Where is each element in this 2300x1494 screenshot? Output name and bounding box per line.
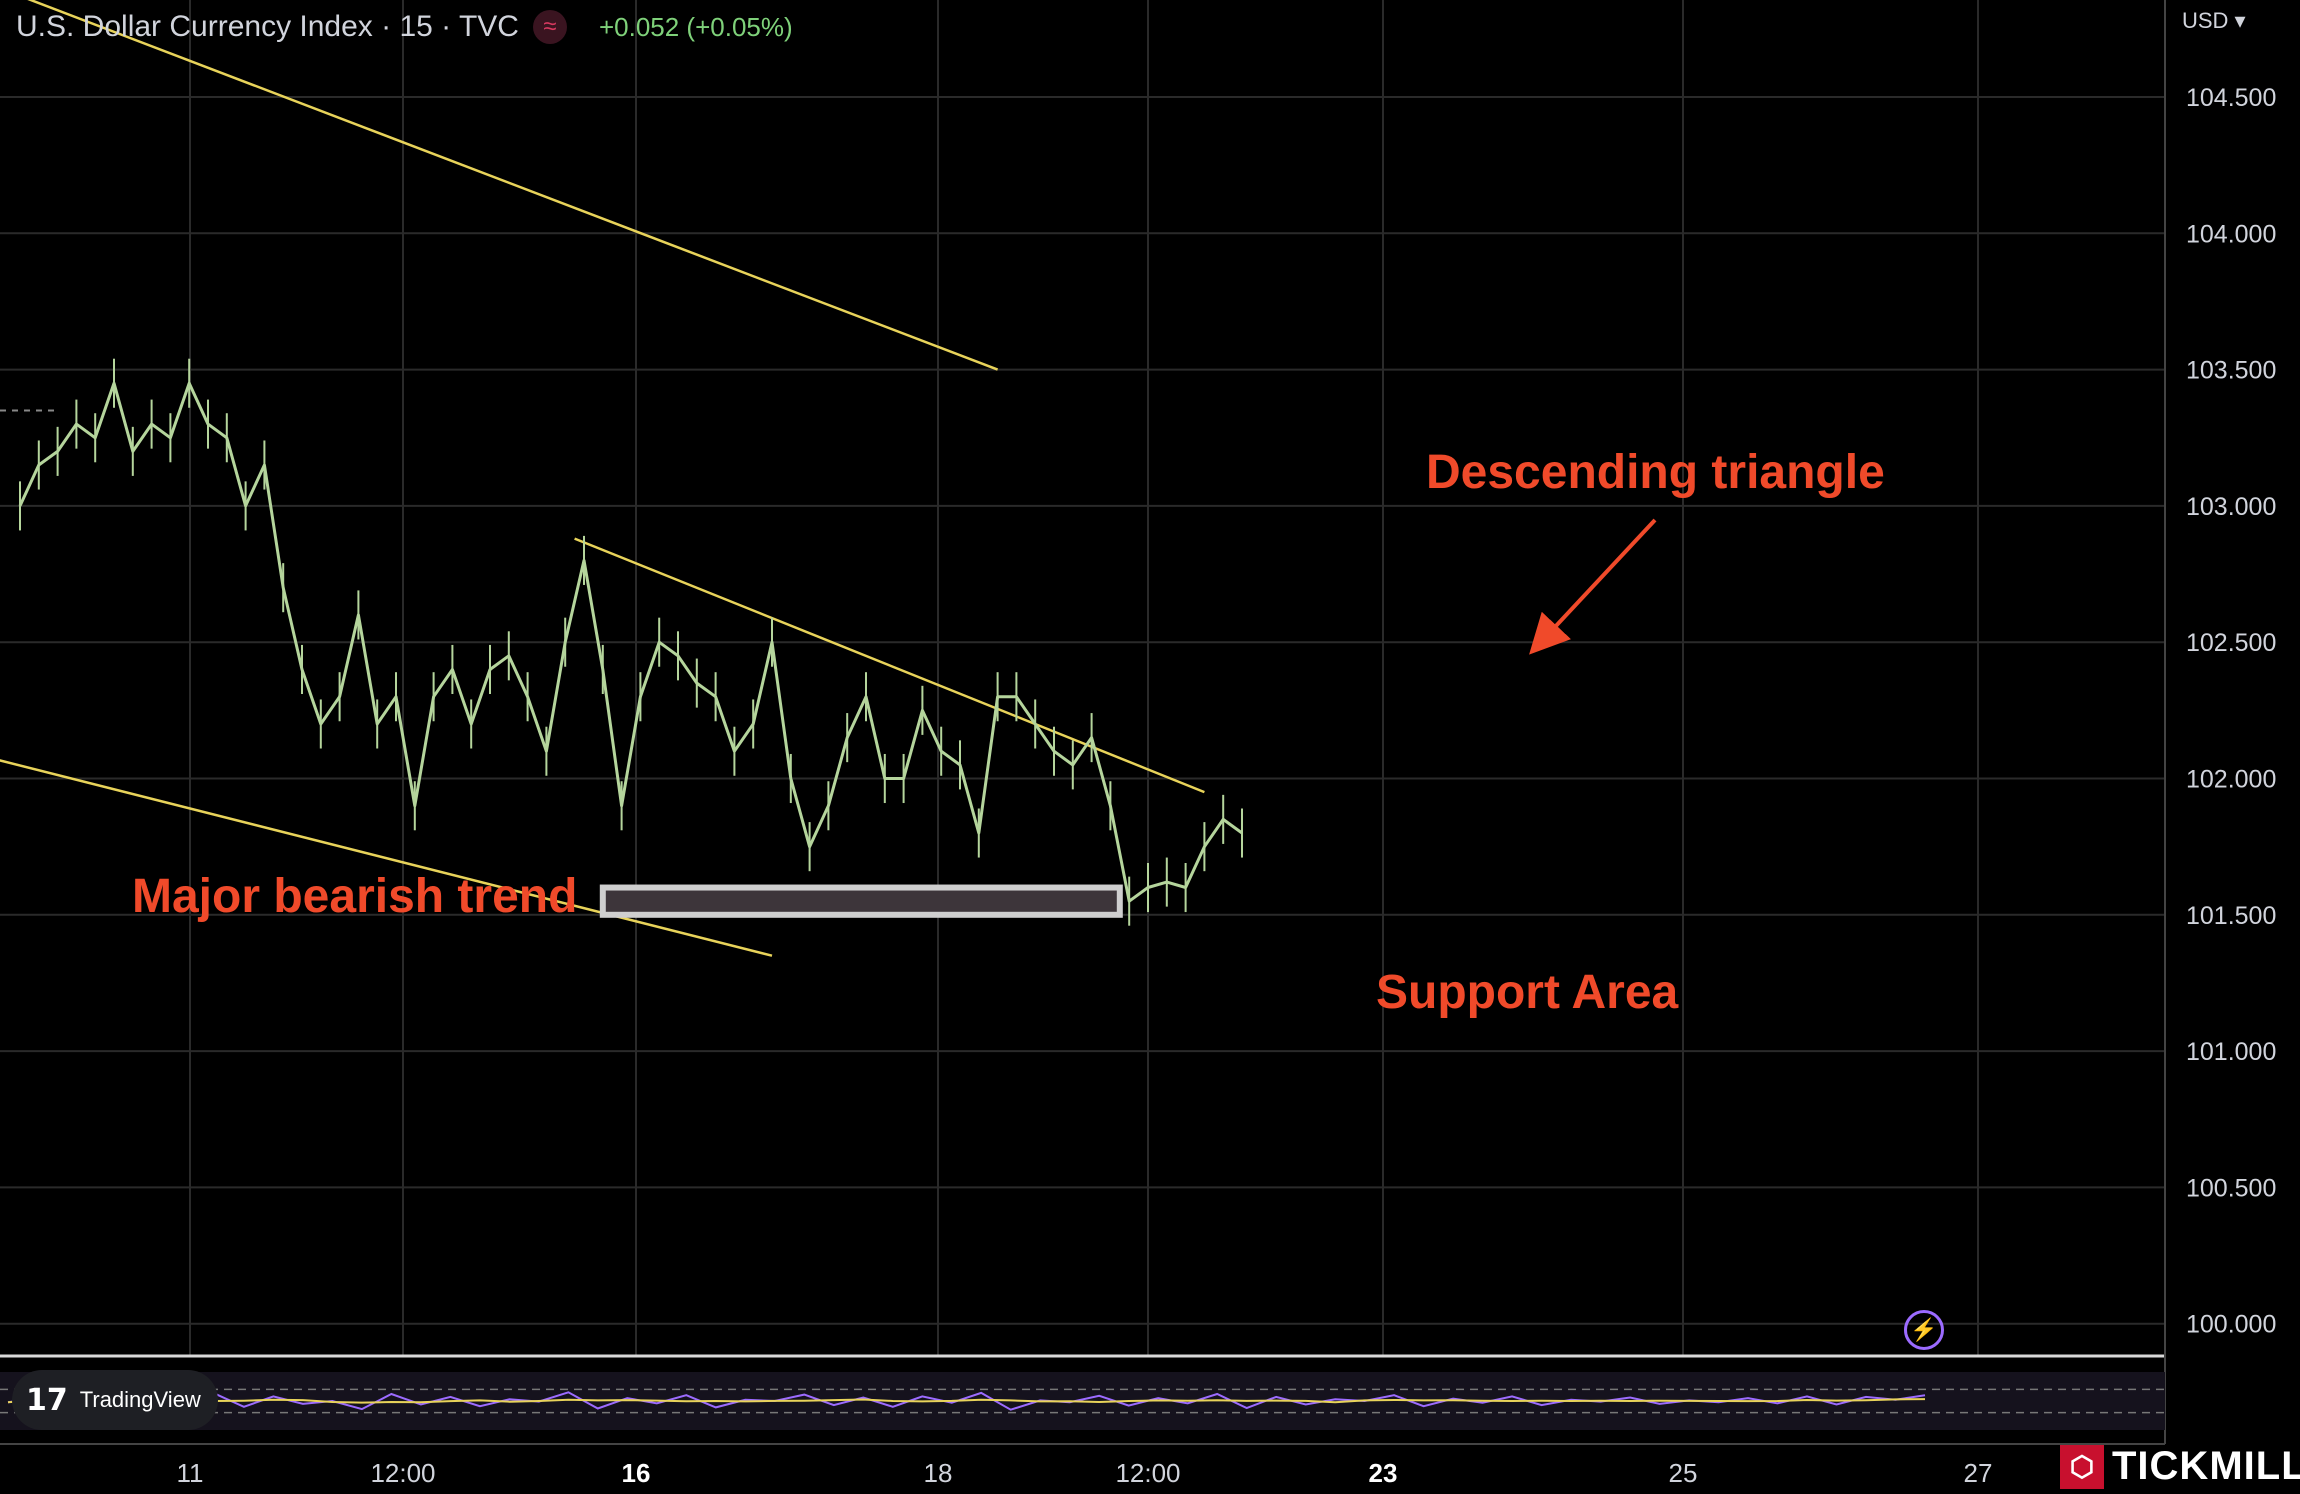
tradingview-icon: 17 — [26, 1382, 68, 1418]
y-tick-label: 104.500 — [2186, 84, 2276, 112]
x-tick-label: 16 — [622, 1458, 651, 1488]
y-tick-label: 103.500 — [2186, 357, 2276, 385]
rsi-pane — [0, 1372, 2165, 1430]
y-axis: 104.500 104.000 103.500 103.000 102.500 102.0… — [2186, 84, 2276, 1339]
triangle-arrow — [1529, 518, 1657, 655]
x-tick-label: 23 — [1369, 1458, 1398, 1488]
symbol-title[interactable]: U.S. Dollar Currency Index · 15 · TVC — [16, 10, 519, 43]
x-tick-label: 25 — [1669, 1458, 1698, 1488]
y-tick-label: 100.000 — [2186, 1311, 2276, 1339]
x-tick-label: 11 — [177, 1458, 204, 1488]
tickmill-logo: ⬡ TICKMILL — [2060, 1444, 2300, 1489]
annotation-arrow — [1529, 518, 1657, 655]
y-tick-label: 102.000 — [2186, 766, 2276, 794]
x-tick-label: 18 — [924, 1458, 953, 1488]
tradingview-label: TradingView — [79, 1387, 201, 1412]
tickmill-icon: ⬡ — [2060, 1444, 2104, 1489]
y-tick-label: 104.000 — [2186, 220, 2276, 248]
tradingview-logo[interactable]: 17 TradingView — [12, 1370, 218, 1430]
price-line — [18, 381, 1243, 903]
x-tick-label: 12:00 — [1115, 1458, 1180, 1488]
price-series — [18, 358, 1243, 926]
x-tick-label: 27 — [1964, 1458, 1993, 1488]
lightning-icon[interactable]: ⚡ — [1904, 1310, 1944, 1350]
annotation-support: Support Area — [1376, 966, 1679, 1019]
trendline — [27, 0, 999, 371]
support-zone — [599, 884, 1123, 918]
tickmill-label: TICKMILL — [2112, 1444, 2300, 1488]
grid-lines — [0, 0, 2165, 1355]
trendline — [574, 537, 1205, 794]
trendline — [0, 759, 773, 957]
x-tick-label: 12:00 — [370, 1458, 435, 1488]
y-tick-label: 102.500 — [2186, 629, 2276, 657]
rsi-ma-line — [7, 1398, 1926, 1404]
pane-borders — [0, 0, 2166, 1445]
annotation-bearish: Major bearish trend — [132, 870, 577, 923]
y-tick-label: 101.500 — [2186, 902, 2276, 930]
annotation-triangle: Descending triangle — [1426, 446, 1885, 499]
price-change: +0.052 (+0.05%) — [598, 11, 793, 42]
y-tick-label: 103.000 — [2186, 493, 2276, 521]
chart-header: U.S. Dollar Currency Index · 15 · TVC ≈ … — [16, 10, 793, 44]
support-rect — [599, 884, 1123, 918]
x-axis: 11 12:00 16 18 12:00 23 25 27 — [177, 1458, 1993, 1488]
trendlines — [0, 0, 1205, 957]
y-tick-label: 101.000 — [2186, 1038, 2276, 1066]
annotations: Major bearish trend Descending triangle Su… — [132, 446, 1885, 1019]
y-tick-label: 100.500 — [2186, 1174, 2276, 1202]
currency-menu[interactable]: USD ▾ — [2182, 8, 2246, 33]
wave-icon[interactable]: ≈ — [532, 10, 567, 44]
